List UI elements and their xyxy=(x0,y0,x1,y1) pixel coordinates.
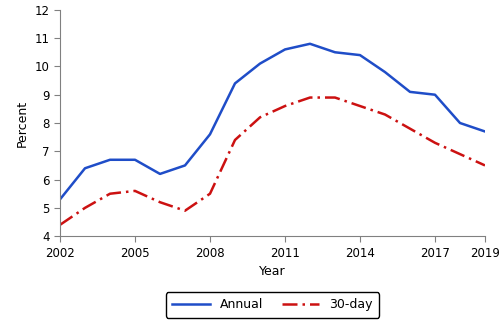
X-axis label: Year: Year xyxy=(259,265,286,278)
Legend: Annual, 30-day: Annual, 30-day xyxy=(166,292,379,318)
Y-axis label: Percent: Percent xyxy=(16,99,29,147)
